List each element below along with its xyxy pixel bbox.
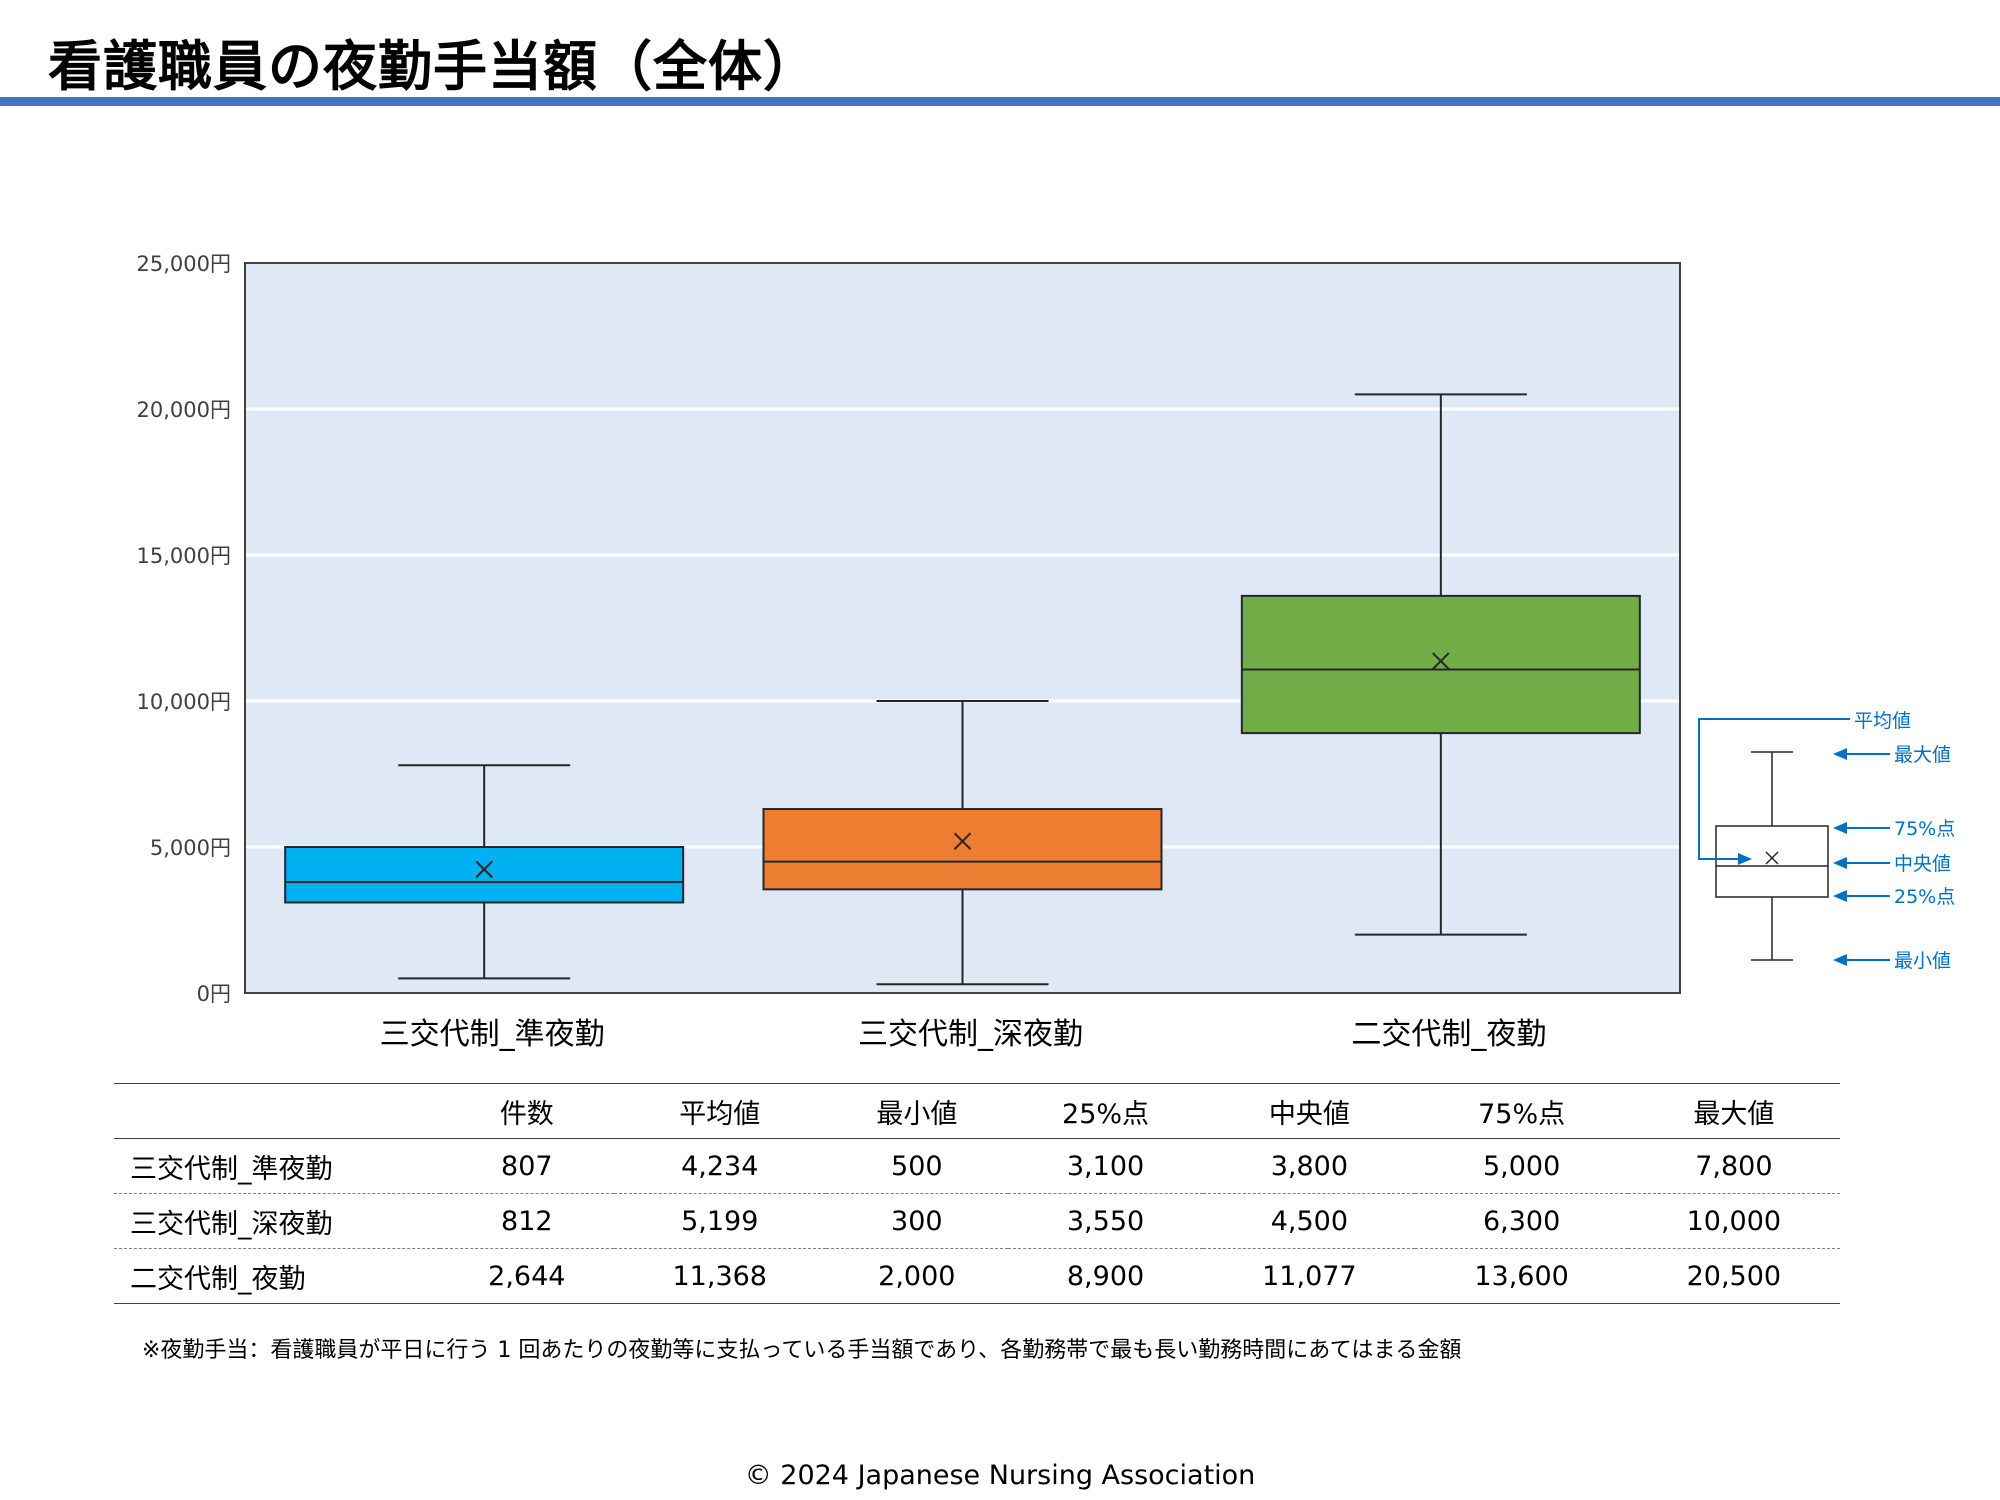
key-mean-pointer (1698, 718, 1850, 860)
table-header-cell: 平均値 (679, 1098, 761, 1130)
key-box (1715, 825, 1829, 898)
table-cell: 13,600 (1474, 1260, 1569, 1292)
table-cell: 11,077 (1262, 1260, 1357, 1292)
table-header-cell: 件数 (499, 1098, 554, 1130)
table-header-cell (114, 1084, 440, 1139)
table-cell: 11,368 (672, 1260, 767, 1292)
key-arrowhead (1833, 822, 1847, 834)
mean-marker (1432, 652, 1450, 670)
iqr-box (284, 846, 685, 904)
table-row-label: 三交代制_準夜勤 (130, 1153, 333, 1185)
table-cell: 500 (891, 1150, 943, 1182)
table-cell: 5,000 (1482, 1150, 1561, 1182)
y-tick-label: 0円 (197, 982, 231, 1006)
table-row: 三交代制_準夜勤 807 4,234 500 3,100 3,800 5,000… (114, 1139, 1840, 1194)
table-cell: 2,000 (878, 1260, 956, 1292)
y-tick-label: 5,000円 (150, 836, 231, 860)
x-category-label: 三交代制_準夜勤 (380, 1017, 605, 1052)
table-cell: 7,800 (1695, 1150, 1773, 1182)
y-tick-label: 20,000円 (137, 398, 231, 422)
key-label-median: 中央値 (1894, 853, 1951, 875)
table-row: 二交代制_夜勤 2,644 11,368 2,000 8,900 11,077 … (114, 1249, 1840, 1304)
table-row: 三交代制_深夜勤 812 5,199 300 3,550 4,500 6,300… (114, 1194, 1840, 1249)
key-label-mean: 平均値 (1854, 710, 1911, 732)
table-header-cell: 最小値 (876, 1098, 958, 1130)
table-cell: 4,234 (681, 1150, 759, 1182)
mean-marker (953, 832, 972, 850)
table-cell: 6,300 (1482, 1205, 1561, 1237)
title-underline (0, 97, 2000, 106)
y-tick-label: 25,000円 (137, 252, 231, 276)
page-title: 看護職員の夜勤手当額（全体） (48, 35, 818, 98)
table-cell: 300 (891, 1205, 943, 1237)
key-arrowhead (1833, 748, 1847, 760)
table-cell: 5,199 (681, 1205, 759, 1237)
copyright-notice: © 2024 Japanese Nursing Association (744, 1460, 1256, 1491)
table-header-cell: 25%点 (1062, 1098, 1150, 1130)
box-plot-chart: 0円 5,000円 10,000円 15,000円 20,000円 25,000円三交代制… (137, 252, 1956, 1052)
table-cell: 812 (501, 1205, 553, 1237)
summary-table: 件数 平均値 最小値 25%点 中央値 75%点 最大値 三交代制_準夜勤 80… (114, 1083, 1840, 1304)
table-cell: 4,500 (1270, 1205, 1349, 1237)
table-cell: 20,500 (1686, 1260, 1782, 1292)
table-row-label: 三交代制_深夜勤 (130, 1208, 333, 1240)
key-label-max: 最大値 (1894, 744, 1951, 766)
footnote: ※夜勤手当：看護職員が平日に行う 1 回あたりの夜勤等に支払っている手当額であり… (142, 1338, 1462, 1363)
table-cell: 807 (501, 1150, 553, 1182)
table-cell: 2,644 (488, 1260, 566, 1292)
table-cell: 8,900 (1066, 1260, 1145, 1292)
y-tick-label: 10,000円 (137, 690, 231, 714)
key-label-q3: 75%点 (1894, 818, 1955, 840)
key-label-min: 最小値 (1894, 950, 1951, 972)
key-mean-marker (1765, 851, 1779, 865)
table-header-cell: 中央値 (1268, 1098, 1350, 1130)
table-header-row: 件数 平均値 最小値 25%点 中央値 75%点 最大値 (114, 1083, 1840, 1139)
table-cell: 3,800 (1270, 1150, 1349, 1182)
table-cell: 10,000 (1686, 1205, 1782, 1237)
table-header-cell: 75%点 (1478, 1098, 1566, 1130)
x-category-label: 三交代制_深夜勤 (858, 1017, 1083, 1052)
key-label-q1: 25%点 (1894, 886, 1955, 908)
key-arrowhead (1833, 954, 1847, 966)
iqr-box (762, 808, 1163, 891)
x-category-label: 二交代制_夜勤 (1351, 1017, 1546, 1052)
iqr-box (1240, 594, 1641, 735)
key-arrowhead (1833, 857, 1847, 869)
key-arrowhead (1833, 890, 1847, 902)
table-cell: 3,550 (1066, 1205, 1145, 1237)
table-header-cell: 最大値 (1693, 1098, 1775, 1130)
mean-marker (475, 860, 493, 879)
y-tick-label: 15,000円 (137, 544, 231, 568)
table-cell: 3,100 (1066, 1150, 1145, 1182)
table-row-label: 二交代制_夜勤 (130, 1263, 306, 1295)
key-mean-arrowhead (1738, 853, 1752, 865)
